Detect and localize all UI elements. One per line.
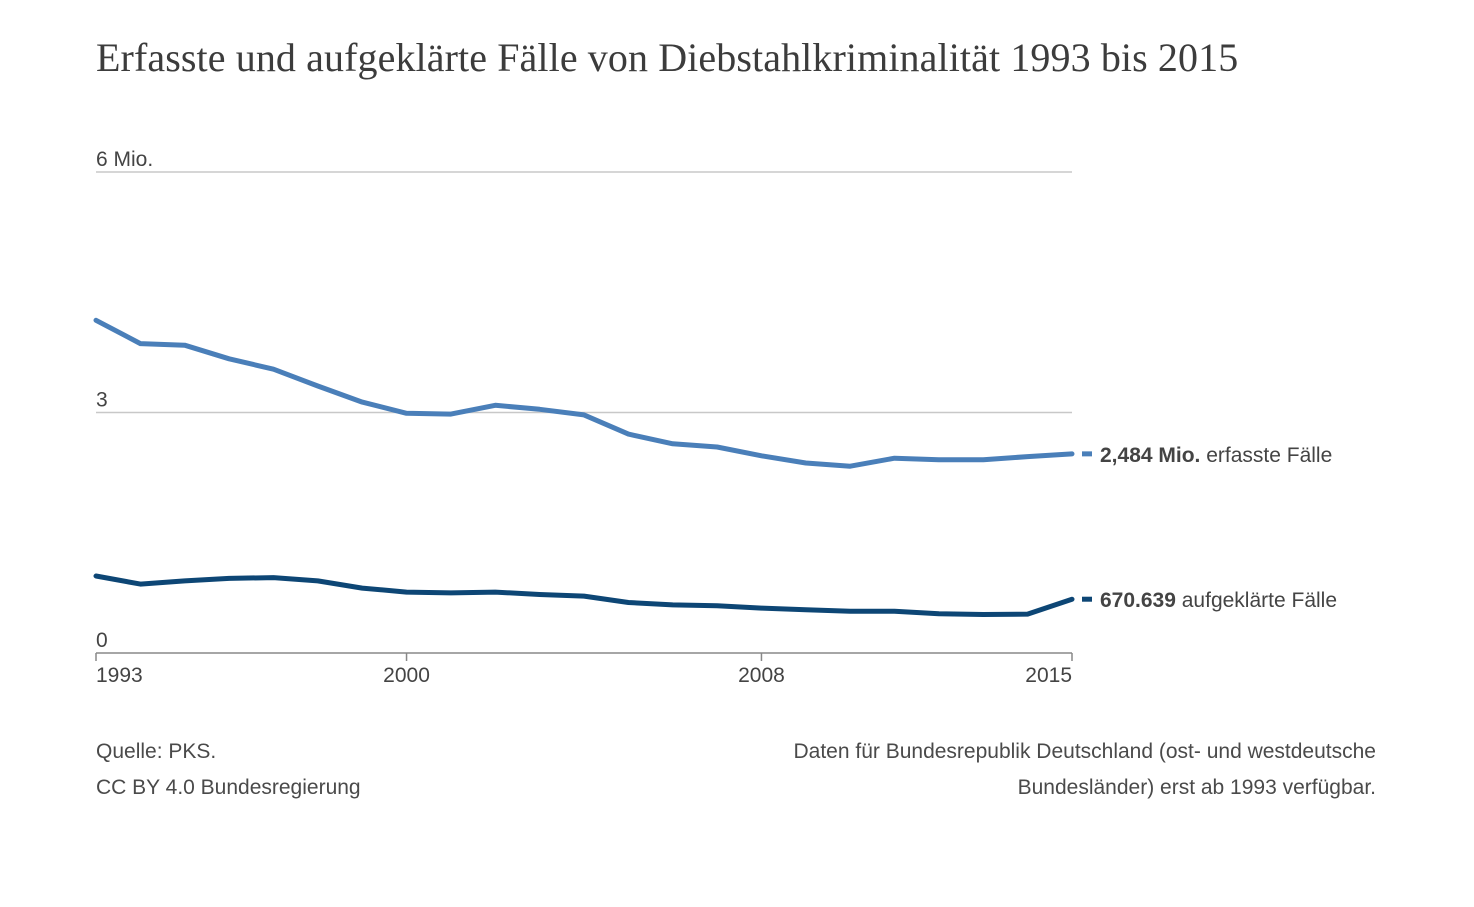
series-end-value: 2,484 Mio. [1100,444,1200,467]
x-axis-tick-labels: 1993 2000 2008 2015 [96,664,1072,687]
x-axis [95,652,1073,661]
series-end-value: 670.639 [1100,589,1176,612]
license-note: CC BY 4.0 Bundesregierung [96,776,361,799]
x-tick-label: 1993 [96,664,143,687]
series-end-text: aufgeklärte Fälle [1176,589,1337,612]
y-tick-label: 6 Mio. [96,148,153,171]
series-line-1 [93,317,1075,469]
y-tick-label: 3 [96,389,108,412]
chart-title: Erfasste und aufgeklärte Fälle von Diebs… [96,35,1239,80]
y-tick-label: 0 [96,629,108,652]
data-note-line-2: Bundesländer) erst ab 1993 verfügbar. [1017,776,1376,799]
footer-left: Quelle: PKS. CC BY 4.0 Bundesregierung [96,734,361,806]
series-end-labels: 2,484 Mio. erfasste Fälle 670.639 aufgekl… [1082,444,1337,612]
x-tick-label: 2015 [1025,664,1072,687]
series-end-text: erfasste Fälle [1200,444,1332,467]
series-end-label: 2,484 Mio. erfasste Fälle [1100,444,1332,467]
x-tick-label: 2000 [383,664,430,687]
grid-lines [96,171,1072,414]
series-line-2 [93,573,1075,617]
source-note: Quelle: PKS. [96,740,217,763]
series-lines [93,317,1075,617]
series-end-label: 670.639 aufgeklärte Fälle [1100,589,1337,612]
x-tick-label: 2008 [738,664,785,687]
footer-right: Daten für Bundesrepublik Deutschland (os… [736,734,1376,806]
y-axis-tick-labels: 6 Mio. 3 0 [96,148,153,652]
data-note-line-1: Daten für Bundesrepublik Deutschland (os… [793,740,1376,763]
